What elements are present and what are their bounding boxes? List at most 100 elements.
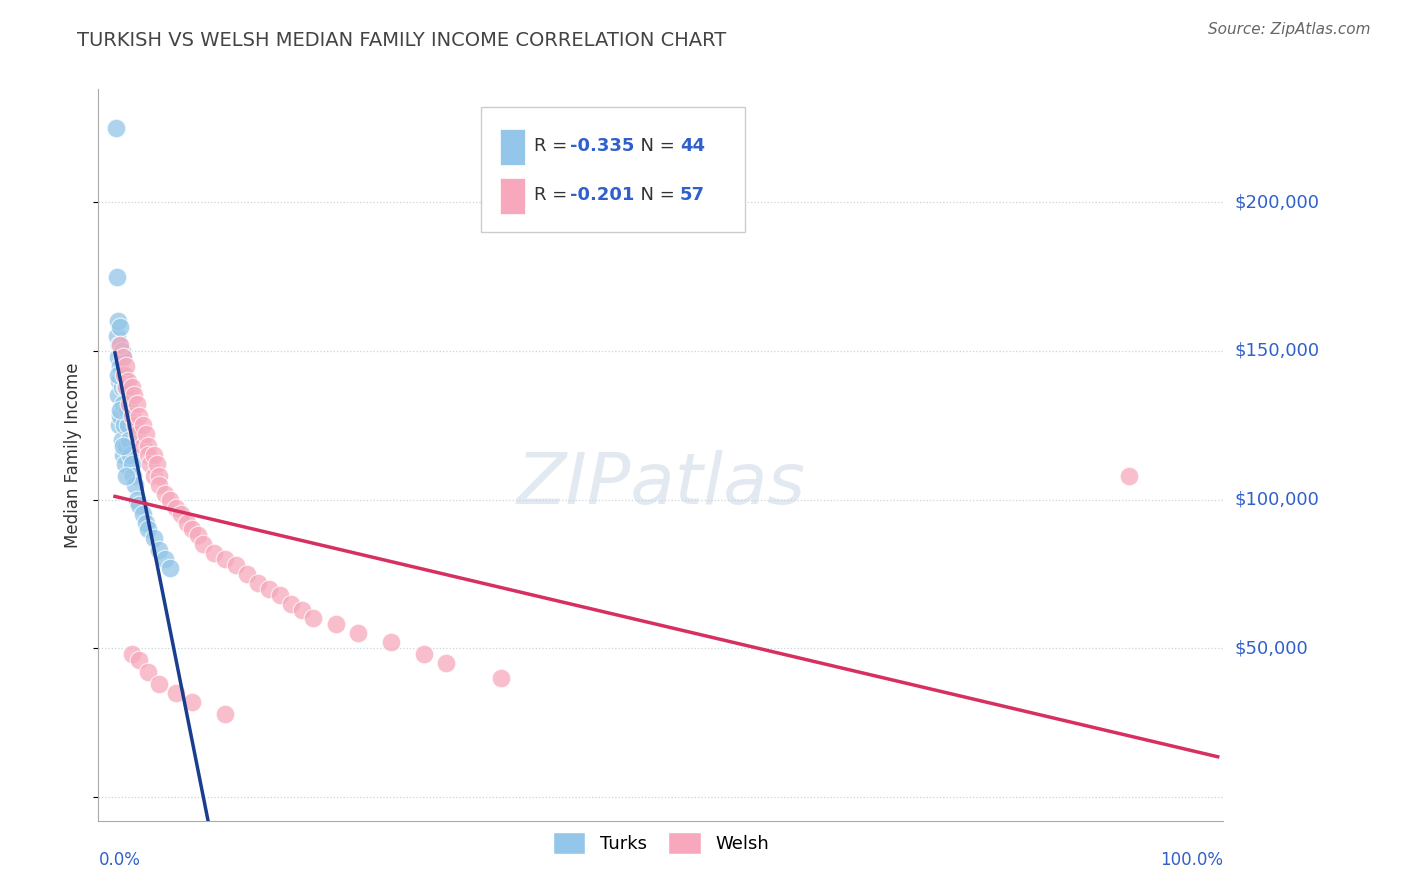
Point (110, 343, 132, 358)
Point (489, 671, 512, 685)
Point (146, 457, 169, 471)
Point (135, 427, 157, 442)
Point (131, 508, 153, 522)
Point (302, 611, 325, 625)
Point (148, 543, 170, 558)
Point (110, 403, 132, 417)
Point (105, 269, 128, 284)
Text: ZIPatlas: ZIPatlas (516, 450, 806, 518)
Point (159, 492, 181, 507)
Point (291, 602, 314, 616)
Point (110, 379, 132, 393)
Point (121, 647, 143, 661)
Text: N =: N = (630, 186, 681, 204)
Text: Source: ZipAtlas.com: Source: ZipAtlas.com (1208, 22, 1371, 37)
Point (165, 686, 187, 700)
Point (112, 368, 135, 382)
Point (181, 695, 204, 709)
Point (115, 374, 138, 388)
Point (153, 552, 176, 566)
Point (107, 388, 129, 402)
Point (128, 653, 150, 667)
Legend: Turks, Welsh: Turks, Welsh (544, 822, 778, 863)
Text: $50,000: $50,000 (1234, 640, 1308, 657)
Point (142, 448, 165, 462)
Point (110, 433, 132, 447)
Point (115, 439, 138, 453)
Text: R =: R = (534, 186, 572, 204)
Point (236, 566, 259, 581)
Point (153, 486, 176, 500)
Point (110, 409, 132, 424)
Point (125, 492, 148, 507)
Point (142, 468, 165, 483)
FancyBboxPatch shape (501, 129, 524, 164)
Point (107, 314, 129, 328)
Point (121, 409, 143, 424)
Text: -0.201: -0.201 (569, 186, 634, 204)
Point (346, 626, 368, 640)
Point (214, 552, 236, 566)
Point (148, 468, 170, 483)
Point (115, 403, 138, 417)
Text: TURKISH VS WELSH MEDIAN FAMILY INCOME CORRELATION CHART: TURKISH VS WELSH MEDIAN FAMILY INCOME CO… (77, 31, 727, 50)
Point (110, 359, 132, 373)
Point (111, 397, 134, 411)
Point (259, 582, 281, 596)
Point (247, 575, 270, 590)
Point (114, 457, 136, 471)
Point (434, 656, 457, 670)
Text: $150,000: $150,000 (1234, 342, 1319, 359)
Point (214, 706, 236, 721)
Point (125, 427, 148, 442)
Text: 100.0%: 100.0% (1160, 851, 1223, 869)
FancyBboxPatch shape (481, 108, 745, 232)
Point (412, 647, 434, 661)
Point (115, 359, 138, 373)
Point (114, 379, 136, 393)
Point (165, 501, 187, 516)
Point (121, 379, 143, 393)
Point (380, 635, 402, 649)
Text: $200,000: $200,000 (1234, 194, 1319, 211)
Point (107, 368, 129, 382)
Point (159, 561, 181, 575)
Point (118, 397, 141, 411)
Point (176, 516, 198, 531)
Point (136, 522, 159, 536)
Point (117, 418, 139, 433)
Point (128, 409, 150, 424)
Point (139, 457, 162, 471)
Point (142, 531, 165, 545)
Point (120, 448, 142, 462)
Text: 44: 44 (681, 136, 704, 154)
Text: 0.0%: 0.0% (98, 851, 141, 869)
Point (148, 677, 170, 691)
Point (118, 433, 141, 447)
Point (112, 418, 135, 433)
Point (325, 617, 347, 632)
Point (115, 468, 138, 483)
Y-axis label: Median Family Income: Median Family Income (63, 362, 82, 548)
Point (111, 350, 134, 364)
Text: $100,000: $100,000 (1234, 491, 1319, 508)
Text: R =: R = (534, 136, 572, 154)
FancyBboxPatch shape (501, 178, 524, 213)
Point (135, 516, 157, 531)
Point (110, 338, 132, 352)
Point (124, 477, 146, 491)
Point (122, 388, 145, 402)
Point (202, 546, 225, 560)
Point (136, 448, 159, 462)
Point (111, 350, 134, 364)
Text: 57: 57 (681, 186, 704, 204)
Point (136, 439, 159, 453)
Point (111, 439, 134, 453)
Point (136, 665, 159, 679)
Text: N =: N = (630, 136, 681, 154)
Point (105, 329, 128, 343)
Point (187, 528, 209, 542)
Point (269, 588, 291, 602)
Point (193, 537, 215, 551)
Point (148, 477, 170, 491)
